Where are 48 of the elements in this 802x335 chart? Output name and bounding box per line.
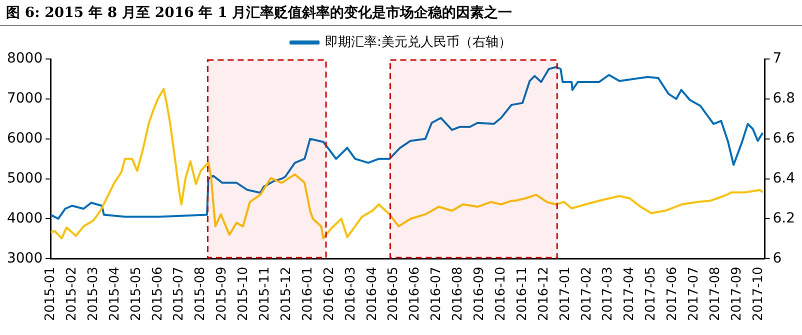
y-tick-label: 6000	[6, 130, 43, 147]
x-tick-label: 2015-03	[86, 266, 101, 322]
x-tick-label: 2017-05	[644, 266, 659, 322]
y2-tick-label: 6.6	[772, 130, 796, 147]
x-tick-label: 2017-07	[686, 266, 702, 322]
legend-label: 即期汇率:美元兑人民币（右轴）	[325, 34, 512, 50]
x-tick-label: 2017-03	[600, 266, 616, 322]
x-tick-label: 2016-09	[472, 266, 488, 322]
y2-tick-label: 7	[772, 50, 782, 67]
x-tick-label: 2015-02	[64, 266, 80, 322]
x-tick-label: 2016-01	[300, 266, 316, 322]
x-tick-label: 2016-04	[364, 266, 380, 322]
y-tick-label: 3000	[6, 250, 43, 266]
x-tick-label: 2016-06	[408, 266, 423, 322]
x-tick-label: 2015-12	[278, 266, 294, 322]
x-tick-label: 2016-08	[450, 266, 466, 322]
x-tick-label: 2015-01	[43, 266, 58, 322]
x-tick-label: 2017-01	[558, 266, 573, 322]
y2-tick-label: 6.4	[772, 170, 796, 186]
x-tick-label: 2015-07	[172, 266, 187, 322]
y-tick-label: 5000	[6, 170, 43, 186]
x-tick-label: 2016-07	[429, 266, 444, 322]
x-tick-label: 2016-10	[493, 266, 508, 322]
x-tick-label: 2016-02	[322, 266, 337, 322]
x-tick-label: 2015-09	[214, 266, 230, 322]
y2-tick-label: 6.8	[772, 90, 795, 107]
x-tick-label: 2015-06	[150, 266, 166, 322]
y2-tick-label: 6.2	[772, 210, 795, 226]
x-tick-label: 2017-06	[665, 266, 680, 322]
y-tick-label: 4000	[6, 210, 43, 226]
x-tick-label: 2015-08	[193, 266, 208, 322]
x-tick-label: 2015-05	[128, 266, 144, 322]
x-tick-label: 2015-10	[236, 266, 252, 322]
x-tick-label: 2017-08	[708, 266, 723, 322]
chart-title: 图 6: 2015 年 8 月至 2016 年 1 月汇率贬值斜率的变化是市场企稳的因素之一	[0, 0, 802, 26]
y2-tick-label: 6	[772, 250, 782, 266]
y-tick-label: 7000	[6, 90, 43, 107]
x-tick-label: 2016-11	[514, 266, 530, 322]
x-tick-label: 2015-04	[107, 266, 122, 322]
x-tick-label: 2016-05	[386, 266, 402, 322]
x-tick-label: 2017-02	[579, 266, 594, 322]
x-tick-label: 2017-04	[622, 266, 638, 322]
y-tick-label: 8000	[6, 50, 43, 67]
x-tick-label: 2015-11	[258, 266, 273, 322]
x-tick-label: 2016-12	[536, 266, 552, 322]
x-tick-label: 2016-03	[343, 266, 358, 322]
x-tick-label: 2017-10	[750, 266, 766, 322]
x-tick-label: 2017-09	[729, 266, 744, 322]
